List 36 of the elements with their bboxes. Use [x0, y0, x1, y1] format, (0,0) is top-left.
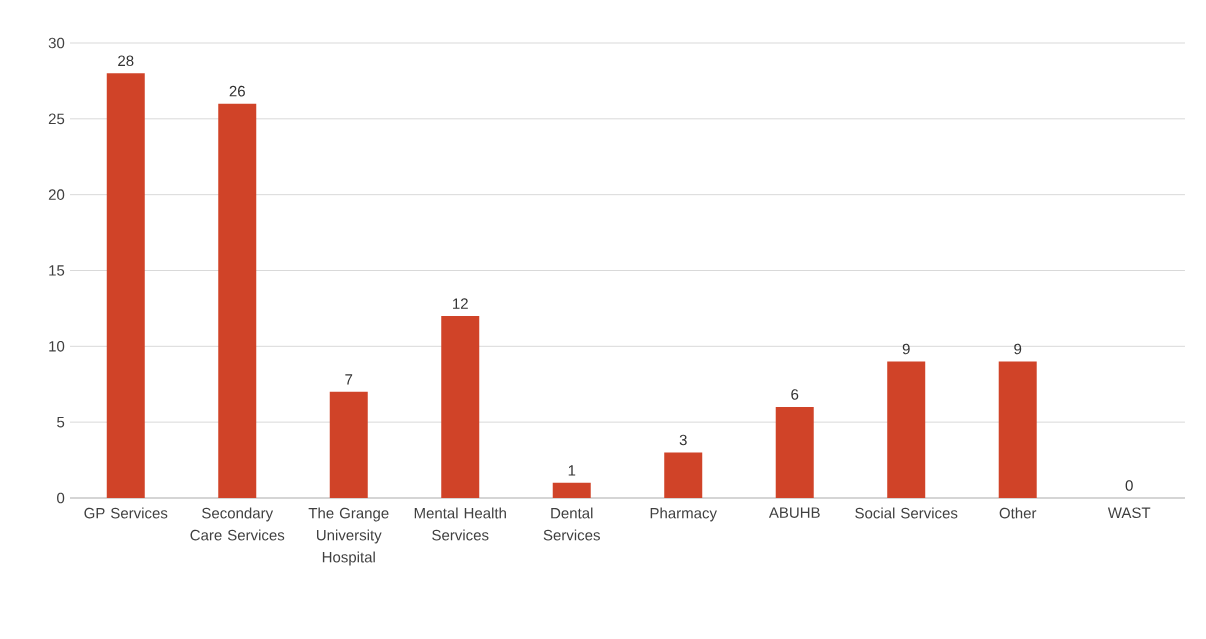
bar: [664, 452, 703, 498]
y-tick-label: 5: [57, 416, 65, 428]
y-tick-label: 15: [49, 265, 65, 276]
data-label: 3: [679, 434, 687, 446]
bar: [887, 361, 926, 498]
data-label: 26: [229, 85, 245, 97]
bar: [106, 73, 145, 498]
x-tick-label: ABUHB: [768, 507, 820, 518]
x-tick-label: Other: [999, 507, 1037, 519]
data-label: 6: [791, 389, 799, 400]
x-tick-label: The Grange University Hospital: [308, 507, 389, 566]
bar: [552, 482, 591, 498]
bar: [998, 361, 1037, 498]
x-tick-label: Social Services: [855, 507, 958, 519]
y-tick-label: 25: [48, 113, 65, 125]
x-tick-label: WAST: [1107, 507, 1151, 519]
bar: [775, 406, 814, 498]
data-label: 9: [902, 343, 910, 355]
x-tick-label: Mental Health Services: [414, 507, 506, 541]
y-tick-label: 0: [57, 492, 65, 504]
bar: [329, 391, 368, 498]
x-tick-label: Secondary Care Services: [190, 507, 285, 541]
x-tick-label: Dental Services: [543, 507, 600, 541]
data-label: 1: [568, 465, 576, 476]
data-label: 9: [1014, 343, 1022, 355]
y-tick-label: 30: [48, 37, 65, 49]
data-label: 28: [118, 55, 134, 67]
x-tick-label: GP Services: [84, 507, 168, 519]
x-tick-label: Pharmacy: [650, 507, 717, 522]
y-tick-label: 10: [49, 341, 65, 352]
bar: [218, 103, 257, 498]
y-tick-label: 20: [48, 189, 65, 200]
data-label: 0: [1125, 480, 1133, 491]
bar: [441, 315, 480, 498]
data-label: 12: [453, 298, 468, 309]
data-label: 7: [345, 374, 353, 385]
